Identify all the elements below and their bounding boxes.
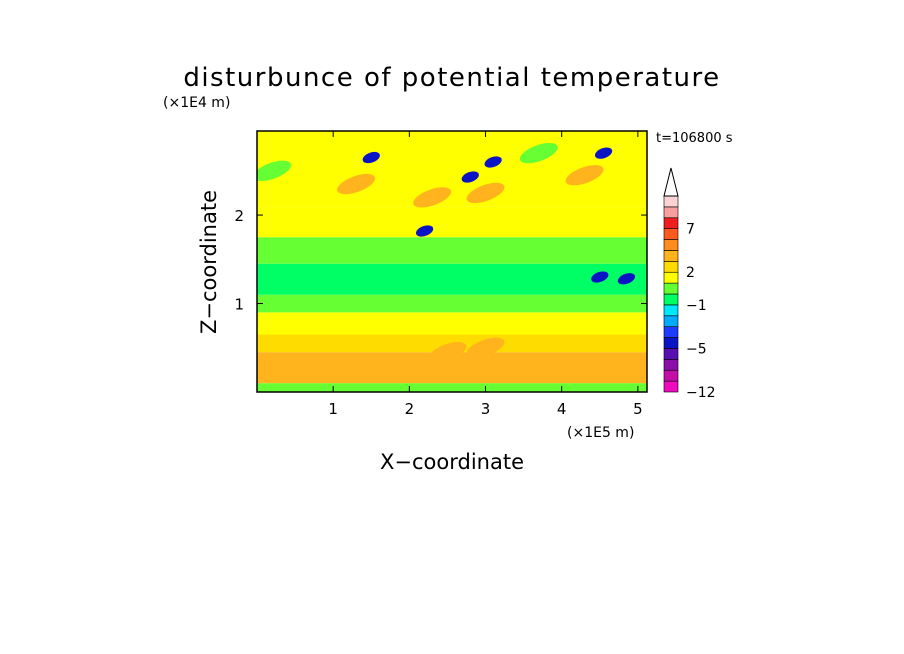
colorbar-swatch: [663, 348, 679, 360]
field-anomaly: [362, 151, 380, 164]
x-tick-label: 1: [328, 400, 338, 418]
colorbar-swatch: [663, 337, 679, 349]
colorbar-swatch: [663, 380, 679, 393]
field-band: [257, 263, 647, 295]
colorbar-swatch: [663, 217, 679, 229]
colorbar-swatch: [663, 271, 679, 284]
colorbar-swatch: [663, 359, 679, 371]
colorbar-swatch: [663, 315, 679, 327]
x-tick-label: 2: [405, 400, 415, 418]
field-anomaly: [337, 173, 376, 195]
field-anomaly: [617, 273, 636, 285]
field-anomaly: [257, 160, 292, 181]
field-band: [257, 237, 647, 264]
field-anomaly: [519, 142, 558, 164]
colorbar-swatch: [663, 282, 679, 295]
plot-frame: [256, 130, 648, 393]
field-anomaly: [428, 342, 467, 363]
chart-title: disturbunce of potential temperature: [183, 63, 720, 93]
y-unit-label: (×1E4 m): [163, 95, 230, 111]
y-axis-label: Z−coordinate: [197, 190, 221, 334]
colorbar-tick-label: −5: [686, 341, 707, 357]
y-tick-label: 1: [234, 296, 244, 314]
colorbar-swatch: [663, 326, 679, 338]
field-anomaly: [466, 182, 505, 204]
y-axis: 12: [234, 207, 647, 314]
colorbar-tick-label: −1: [686, 298, 707, 314]
field-band: [257, 206, 647, 238]
field-band: [257, 383, 647, 392]
x-axis-label: X−coordinate: [380, 450, 524, 474]
colorbar-swatch: [663, 228, 679, 240]
field-anomaly: [484, 156, 502, 168]
field-anomaly: [466, 337, 505, 358]
field-band: [257, 294, 647, 313]
colorbar-swatch: [663, 304, 679, 317]
colorbar-tick-label: 7: [686, 222, 695, 238]
field-anomalies: [257, 142, 636, 363]
field-anomaly: [591, 271, 609, 283]
colorbar-tick-label: 2: [686, 265, 695, 281]
field-anomaly: [415, 225, 434, 237]
colorbar-swatch: [663, 369, 679, 382]
colorbar-swatch: [663, 293, 679, 306]
colorbar-swatch: [663, 206, 679, 219]
colorbar: 7 2 −1 −5 −12: [663, 167, 716, 401]
colorbar-swatch: [663, 195, 679, 208]
time-label: t=106800 s: [656, 131, 733, 146]
field-anomaly: [565, 165, 604, 186]
colorbar-swatch: [663, 250, 679, 262]
x-tick-label: 4: [557, 400, 567, 418]
colorbar-extend-arrow: [663, 167, 679, 197]
colorbar-swatch: [663, 239, 679, 251]
x-tick-label: 5: [633, 400, 643, 418]
x-unit-label: (×1E5 m): [567, 425, 634, 441]
colorbar-swatch: [663, 261, 679, 273]
field-anomaly: [594, 147, 613, 159]
field-band: [257, 312, 647, 335]
field-bands: [257, 131, 647, 392]
x-axis: 1 2 3 4 5: [328, 131, 643, 418]
field-band: [257, 131, 647, 162]
plot-area: [257, 131, 647, 392]
field-anomaly: [461, 171, 479, 183]
colorbar-tick-label: −12: [686, 385, 716, 401]
x-tick-label: 3: [481, 400, 491, 418]
field-anomaly: [596, 240, 634, 261]
field-anomaly: [413, 187, 452, 208]
y-tick-label: 2: [234, 207, 244, 225]
